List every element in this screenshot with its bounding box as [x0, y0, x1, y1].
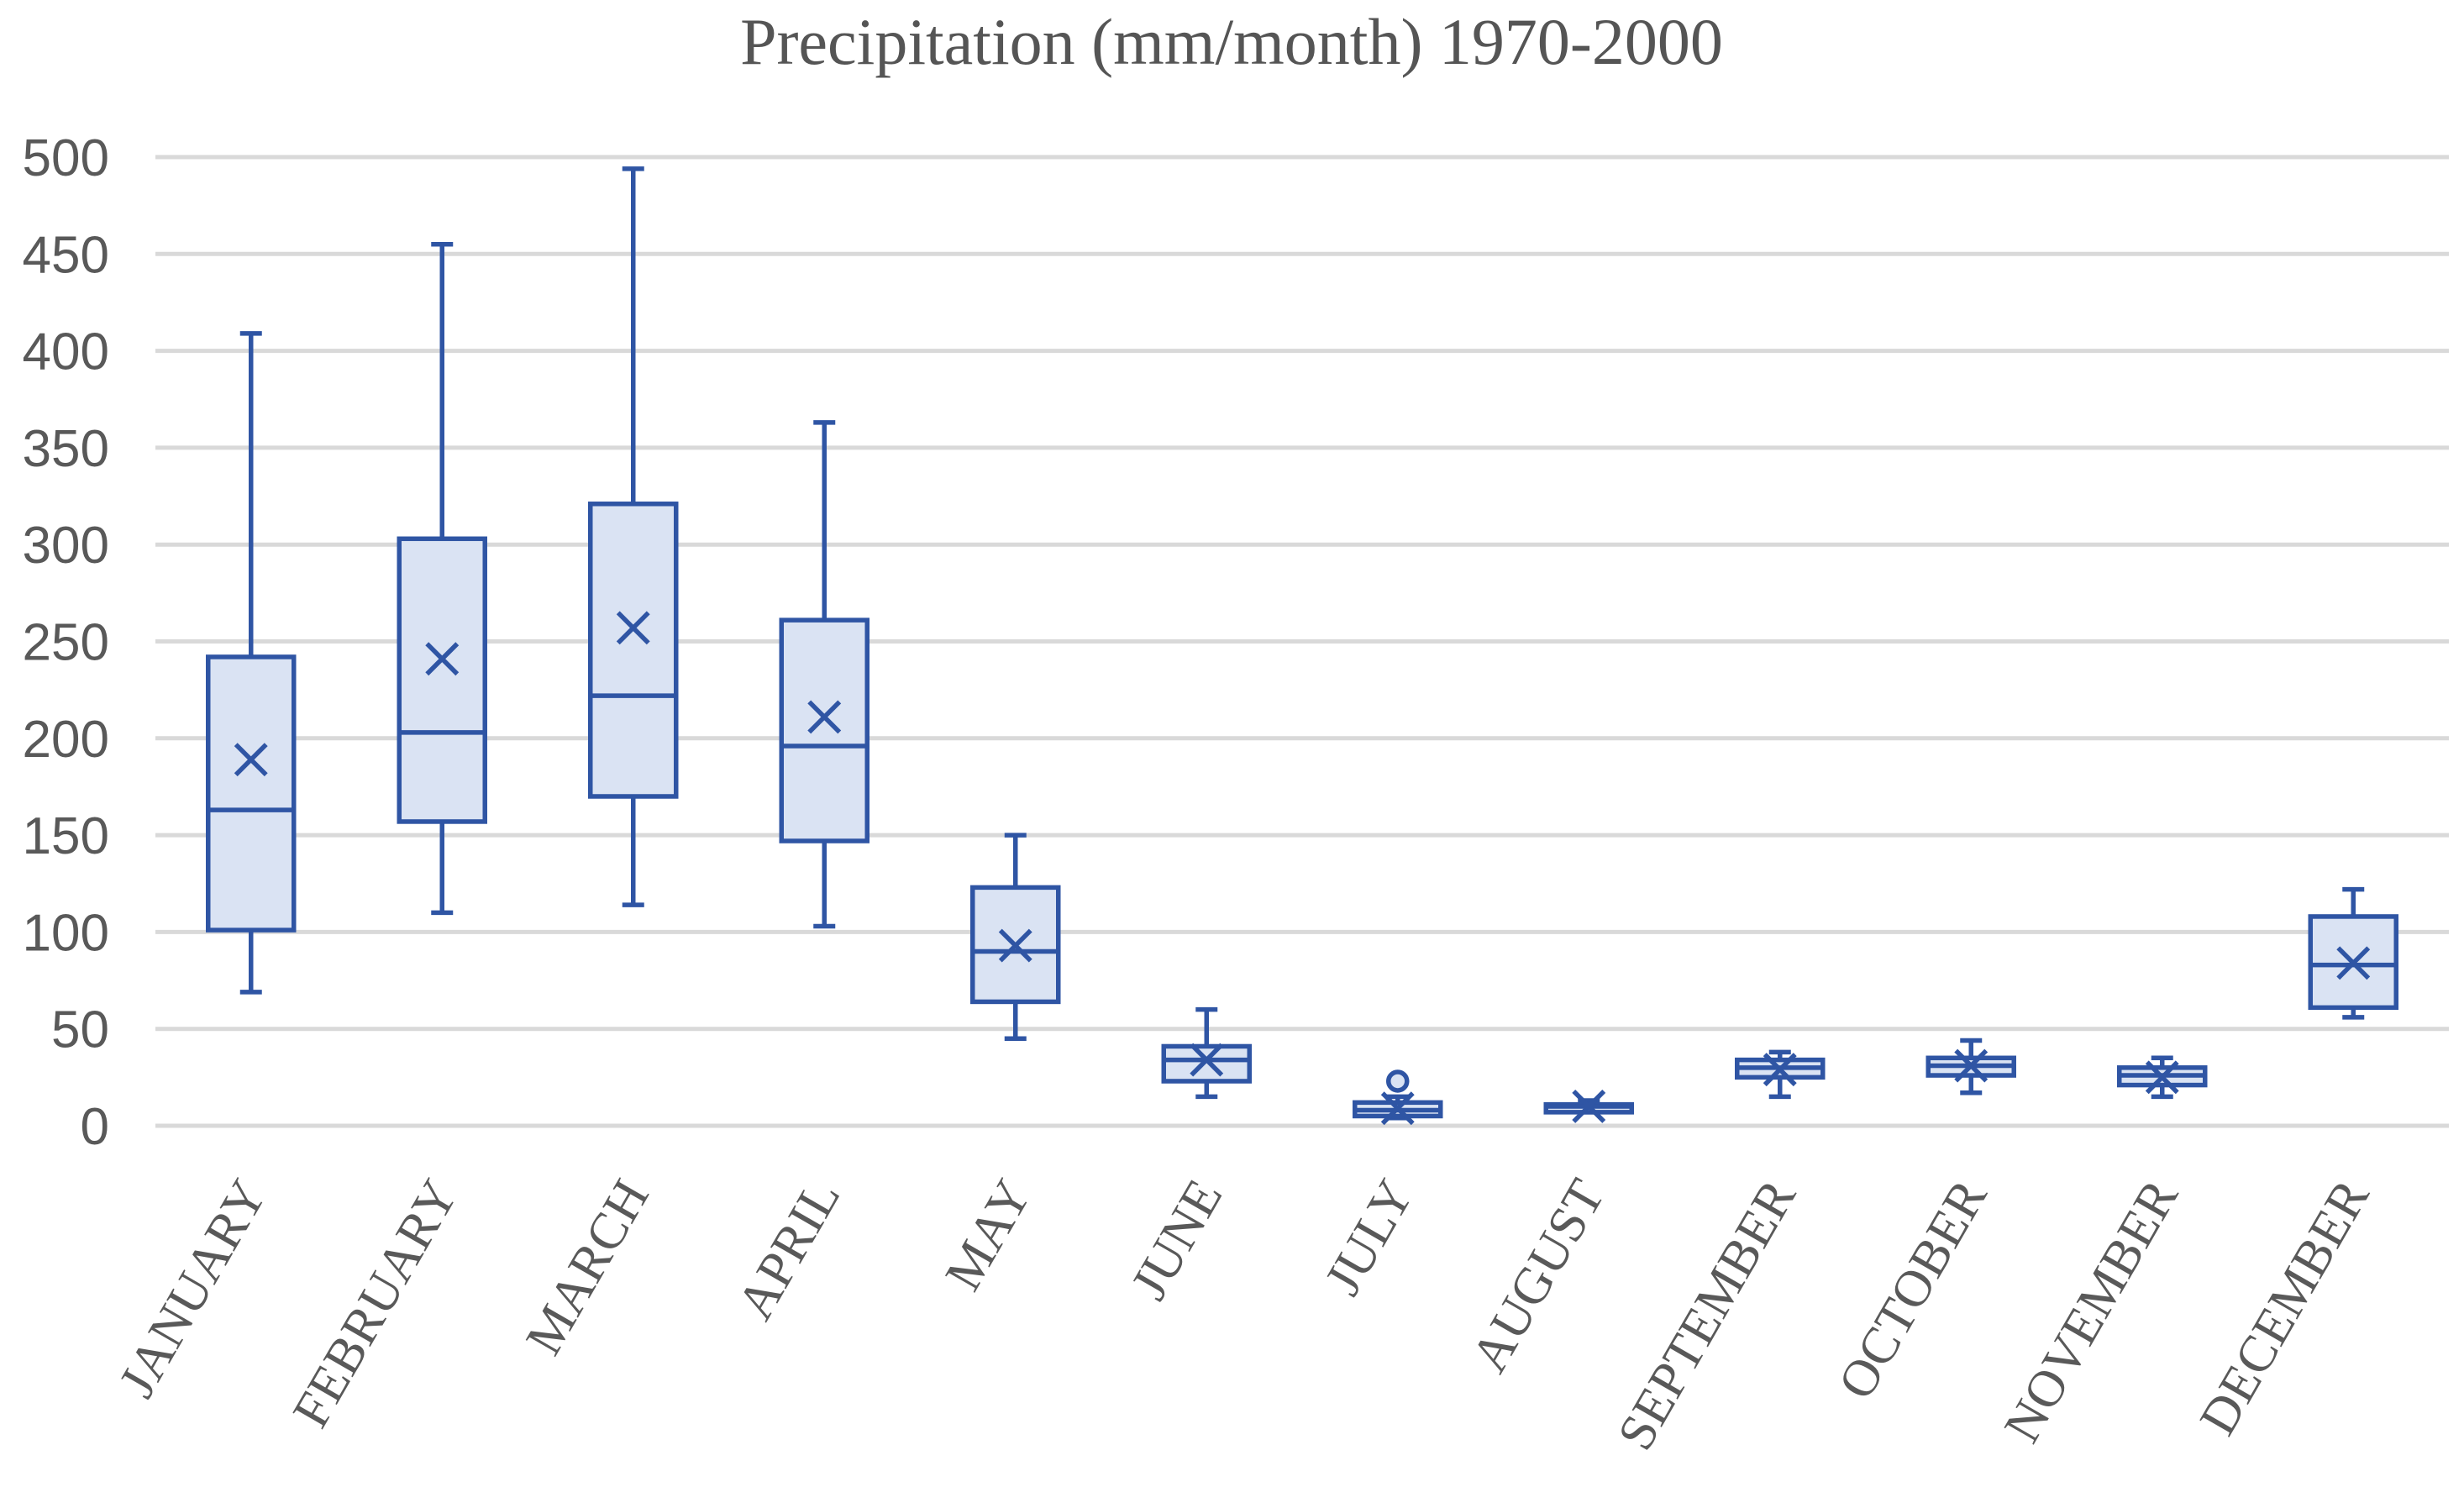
mean-marker: [1763, 1053, 1797, 1087]
box-august: [1543, 1089, 1634, 1123]
y-tick-label: 50: [51, 1001, 109, 1059]
y-tick-label: 300: [23, 517, 109, 575]
y-tick-label: 150: [23, 807, 109, 865]
box-december: [2308, 886, 2398, 1020]
mean-marker: [2336, 946, 2371, 980]
box-march: [588, 166, 679, 907]
box-series: [206, 166, 2398, 1126]
box-may: [970, 833, 1061, 1041]
y-axis-tick-labels: 0 50 100 150 200 250 300 350 400 450 500: [23, 129, 109, 1156]
iqr-box: [1161, 1043, 1252, 1084]
y-tick-label: 350: [23, 420, 109, 478]
box-september: [1735, 1049, 1826, 1100]
mean-marker: [1572, 1089, 1606, 1123]
box-january: [206, 331, 297, 995]
y-tick-label: 500: [23, 129, 109, 187]
mean-marker: [998, 928, 1032, 963]
mean-marker: [1954, 1048, 1989, 1083]
mean-marker: [2145, 1060, 2179, 1095]
y-tick-label: 0: [81, 1098, 109, 1156]
box-october: [1925, 1038, 2016, 1096]
y-tick-label: 250: [23, 614, 109, 672]
mean-marker: [807, 700, 842, 734]
y-tick-label: 450: [23, 226, 109, 284]
iqr-box: [206, 654, 297, 933]
box-june: [1161, 1006, 1252, 1100]
mean-marker: [234, 743, 268, 777]
mean-marker: [425, 642, 460, 676]
box-july: [1353, 1069, 1443, 1126]
mean-marker: [616, 611, 650, 645]
y-tick-label: 200: [23, 711, 109, 769]
mean-marker: [1380, 1091, 1415, 1126]
iqr-box: [397, 536, 487, 824]
grid-lines: [155, 155, 2449, 1128]
iqr-box: [588, 502, 679, 799]
y-tick-label: 400: [23, 323, 109, 381]
box-february: [397, 242, 487, 916]
mean-marker: [1190, 1043, 1224, 1077]
iqr-box: [779, 617, 869, 843]
box-november: [2117, 1055, 2208, 1100]
outlier-point: [1386, 1069, 1410, 1093]
box-april: [779, 420, 869, 929]
chart-title: Precipitation (mm/month) 1970-2000: [740, 5, 1723, 78]
y-tick-label: 100: [23, 904, 109, 962]
